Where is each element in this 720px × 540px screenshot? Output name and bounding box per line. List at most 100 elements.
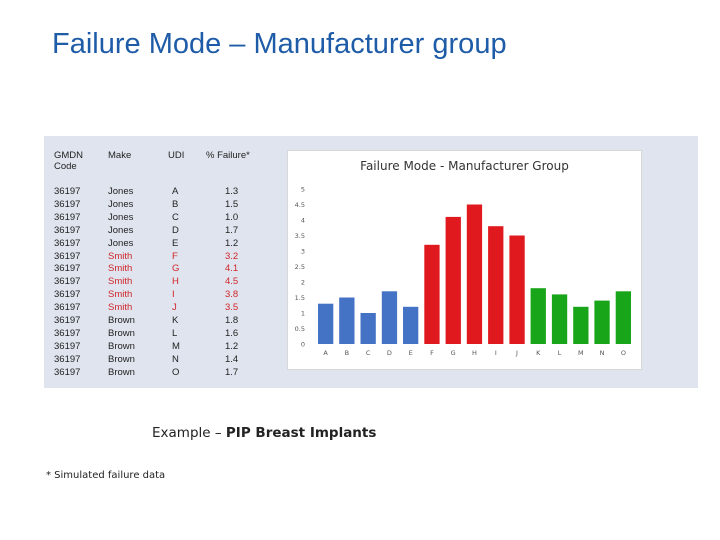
y-tick-label: 1 xyxy=(301,310,305,318)
cell-failure: 3.8 xyxy=(225,289,239,301)
x-tick-label: H xyxy=(472,349,477,357)
cell-gmdn: 36197 xyxy=(54,340,81,352)
cell-make: Jones xyxy=(108,211,134,223)
cell-make: Brown xyxy=(108,327,135,339)
cell-udi: K xyxy=(172,315,179,326)
cell-make: Jones xyxy=(108,198,134,210)
cell-udi: N xyxy=(172,353,179,365)
cell-failure: 1.0 xyxy=(225,211,239,223)
cell-gmdn: 36197 xyxy=(54,302,81,314)
cell-udi: H xyxy=(172,276,179,288)
cell-failure: 4.5 xyxy=(225,276,239,288)
cell-udi: G xyxy=(172,263,180,275)
x-tick-label: D xyxy=(387,349,392,357)
cell-udi: L xyxy=(172,327,178,339)
chart-title: Failure Mode - Manufacturer Group xyxy=(360,159,569,173)
cell-gmdn: 36197 xyxy=(54,250,81,262)
bar-m xyxy=(573,306,589,344)
bar-k xyxy=(530,288,546,344)
x-tick-label: K xyxy=(536,349,541,357)
x-tick-label: N xyxy=(600,349,605,357)
x-tick-label: L xyxy=(558,349,562,357)
y-tick-label: 0.5 xyxy=(295,325,305,333)
bar-h xyxy=(466,204,483,344)
cell-udi: M xyxy=(172,340,180,352)
chart-plot: 0 0.5 1 1.5 2 2.5 3 3.5 4 4.5 5 A B C D E F G H I J K L M N O xyxy=(295,186,631,357)
cell-gmdn: 36197 xyxy=(54,327,81,339)
cell-make: Brown xyxy=(108,353,135,365)
x-tick-label: A xyxy=(323,349,328,357)
cell-gmdn: 36197 xyxy=(54,289,81,301)
cell-gmdn: 36197 xyxy=(54,211,81,223)
bar-j xyxy=(509,235,525,344)
example-caption: Example – PIP Breast Implants xyxy=(152,425,376,441)
cell-gmdn: 36197 xyxy=(54,263,81,275)
bar-n xyxy=(594,300,610,344)
x-tick-label: F xyxy=(430,349,434,357)
x-tick-label: I xyxy=(495,349,497,357)
cell-udi: I xyxy=(172,289,175,301)
cell-make: Brown xyxy=(108,340,135,352)
cell-failure: 4.1 xyxy=(225,263,239,275)
y-tick-label: 0 xyxy=(301,341,305,349)
cell-gmdn: 36197 xyxy=(54,198,81,210)
bar-a xyxy=(318,303,334,344)
cell-make: Jones xyxy=(108,237,134,249)
cell-failure: 1.7 xyxy=(225,224,239,236)
cell-udi: F xyxy=(172,250,178,262)
cell-make: Smith xyxy=(108,276,133,288)
y-tick-label: 5 xyxy=(301,186,305,194)
x-tick-label: O xyxy=(621,349,626,357)
cell-failure: 1.2 xyxy=(225,340,239,352)
cell-failure: 1.2 xyxy=(225,237,239,249)
cell-gmdn: 36197 xyxy=(54,366,81,378)
header-failure: % Failure* xyxy=(206,150,250,161)
x-tick-label: M xyxy=(578,349,584,357)
cell-udi: A xyxy=(172,186,179,197)
y-tick-label: 2.5 xyxy=(295,263,305,271)
y-tick-label: 2 xyxy=(301,279,305,287)
cell-gmdn: 36197 xyxy=(54,353,81,365)
x-tick-label: E xyxy=(409,349,413,357)
header-gmdn-code: GMDN Code xyxy=(54,150,84,172)
bar-c xyxy=(360,313,376,344)
cell-failure: 1.8 xyxy=(225,315,239,326)
cell-make: Smith xyxy=(108,250,133,262)
cell-udi: O xyxy=(172,366,180,378)
cell-make: Brown xyxy=(108,366,135,378)
failure-table: GMDN Code Make UDI % Failure* 36197 Jones… xyxy=(44,136,284,388)
cell-gmdn: 36197 xyxy=(54,237,81,249)
cell-failure: 1.3 xyxy=(225,186,239,197)
y-tick-label: 4 xyxy=(301,217,305,225)
x-tick-label: J xyxy=(515,349,518,357)
cell-make: Smith xyxy=(108,263,133,275)
cell-make: Jones xyxy=(108,224,134,236)
y-tick-label: 1.5 xyxy=(295,294,305,302)
footnote: * Simulated failure data xyxy=(46,470,166,481)
caption-prefix: Example – xyxy=(152,425,226,441)
bar-b xyxy=(339,297,355,344)
bar-o xyxy=(615,291,631,344)
cell-make: Jones xyxy=(108,186,134,197)
bar-f xyxy=(424,244,440,344)
slide-title: Failure Mode – Manufacturer group xyxy=(52,28,507,60)
bar-i xyxy=(488,226,504,344)
cell-failure: 1.6 xyxy=(225,327,239,339)
cell-failure: 3.2 xyxy=(225,250,239,262)
cell-make: Smith xyxy=(108,289,133,301)
cell-udi: E xyxy=(172,237,179,249)
cell-udi: D xyxy=(172,224,179,236)
cell-udi: B xyxy=(172,198,179,210)
bar-d xyxy=(381,291,398,344)
cell-make: Brown xyxy=(108,315,135,326)
cell-udi: J xyxy=(172,302,177,314)
cell-failure: 1.7 xyxy=(225,366,239,378)
bar-chart: Failure Mode - Manufacturer Group 0 0.5 1 1… xyxy=(287,150,642,370)
caption-product: PIP Breast Implants xyxy=(225,425,377,441)
cell-udi: C xyxy=(172,211,179,223)
y-tick-label: 4.5 xyxy=(295,201,305,209)
cell-failure: 3.5 xyxy=(225,302,239,314)
x-tick-label: G xyxy=(451,349,456,357)
bar-e xyxy=(403,306,419,344)
x-tick-label: C xyxy=(366,349,371,357)
